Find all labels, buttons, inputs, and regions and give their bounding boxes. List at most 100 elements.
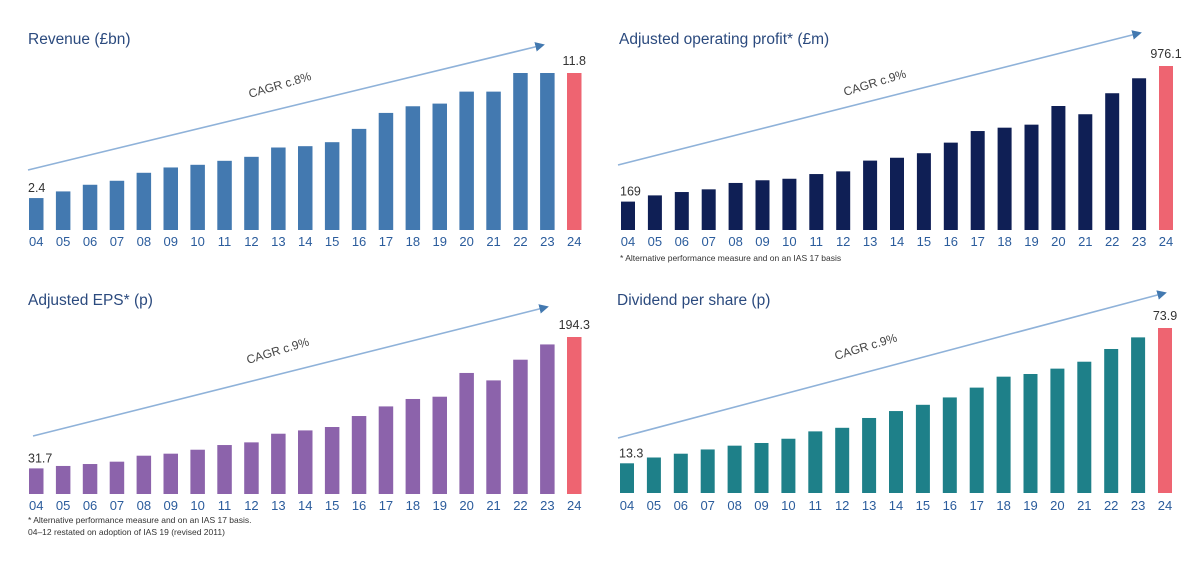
revenue-chart: CAGR c.8% 04 05 06 07 08 09 10 11 12 13 14 15 16 17 18 1…: [27, 42, 586, 249]
x-tick-label: 18: [997, 234, 1011, 249]
dividend-per-share-chart: CAGR c.9% 04 05 06 07 08 09 10 11 12 13 14 15 16 17 18 1…: [617, 290, 1177, 513]
bar: [889, 411, 903, 493]
adjusted-eps-chart-panel: Adjusted EPS* (p) CAGR c.9% 04 05 06 07 08 09 1…: [0, 280, 600, 563]
x-tick-label: 22: [1105, 234, 1119, 249]
bar: [1024, 124, 1039, 230]
bar: [136, 455, 152, 494]
bar: [1077, 361, 1092, 493]
bar: [836, 171, 851, 230]
bar: [942, 397, 957, 493]
x-tick-label: 06: [83, 234, 97, 249]
x-tick-label: 07: [700, 498, 714, 513]
bar: [997, 127, 1012, 230]
bar: [540, 344, 555, 494]
cagr-trend-arrow: [617, 30, 1142, 166]
bar: [378, 112, 394, 230]
x-tick-label: 05: [648, 234, 662, 249]
dividend-chart-panel: Dividend per share (p) CAGR c.9% 04 05 06 07…: [600, 280, 1200, 563]
x-tick-label: 13: [862, 498, 876, 513]
x-tick-label: 06: [675, 234, 689, 249]
x-tick-label: 10: [190, 234, 204, 249]
chart-title: Dividend per share (p): [617, 292, 771, 309]
bar: [405, 106, 421, 230]
footnote: * Alternative performance measure and on…: [28, 515, 252, 525]
data-label-last: 976.1: [1150, 47, 1181, 61]
x-tick-label: 09: [755, 234, 769, 249]
bar: [620, 463, 634, 493]
x-tick-label: 14: [890, 234, 904, 249]
x-tick-label: 17: [970, 234, 984, 249]
cagr-annotation: CAGR c.8%: [247, 69, 313, 101]
x-tick-label: 12: [244, 234, 258, 249]
bar: [808, 431, 823, 493]
bar: [109, 180, 125, 230]
x-tick-label: 21: [486, 234, 500, 249]
bar: [82, 184, 98, 230]
x-tick-label: 11: [810, 234, 824, 249]
x-tick-label: 06: [674, 498, 688, 513]
bar: [432, 396, 447, 494]
x-tick-label: 09: [754, 498, 768, 513]
data-label-last: 73.9: [1153, 309, 1177, 323]
x-tick-label: 16: [352, 498, 366, 513]
x-tick-label: 20: [1050, 498, 1064, 513]
bar: [324, 427, 340, 494]
bar: [109, 461, 125, 494]
x-tick-label: 18: [406, 498, 420, 513]
x-tick-label: 04: [621, 234, 635, 249]
x-tick-label: 08: [728, 234, 742, 249]
x-tick-label: 04: [620, 498, 634, 513]
bar: [674, 192, 689, 230]
x-tick-label: 14: [889, 498, 903, 513]
x-tick-label: 24: [1158, 498, 1172, 513]
cagr-annotation: CAGR c.9%: [245, 334, 311, 366]
operating-profit-chart: CAGR c.9%04 05 06 07 08 09 10 11 12 13 14 15 16 17 18 1…: [617, 30, 1182, 249]
bar-highlight: [567, 73, 582, 230]
x-tick-label: 21: [1078, 234, 1092, 249]
x-tick-label: 08: [727, 498, 741, 513]
bar: [700, 449, 715, 493]
bar: [190, 164, 205, 230]
x-tick-label: 22: [513, 498, 527, 513]
bar: [754, 442, 769, 493]
bar: [701, 189, 716, 230]
bar: [55, 465, 71, 494]
x-tick-label: 07: [701, 234, 715, 249]
x-tick-label: 10: [190, 498, 204, 513]
x-tick-label: 21: [486, 498, 500, 513]
x-tick-label: 14: [298, 498, 312, 513]
x-tick-label: 13: [863, 234, 877, 249]
x-tick-label: 09: [164, 498, 178, 513]
x-tick-label: 19: [1023, 498, 1037, 513]
bar: [82, 464, 98, 494]
bar: [244, 442, 259, 494]
bar: [29, 468, 44, 494]
bar: [540, 73, 555, 230]
bar: [190, 449, 205, 494]
data-label-last: 11.8: [563, 54, 586, 68]
x-tick-label: 05: [647, 498, 661, 513]
bar: [915, 404, 930, 493]
chart-title: Adjusted EPS* (p): [28, 292, 153, 309]
x-tick-label: 10: [782, 234, 796, 249]
x-tick-label: 16: [943, 498, 957, 513]
bar: [969, 387, 984, 493]
bar: [646, 457, 661, 493]
bar: [163, 453, 178, 494]
cagr-trend-arrow: [617, 290, 1167, 439]
bar: [890, 157, 904, 230]
bar: [378, 406, 394, 494]
bar: [916, 153, 931, 230]
bar: [1105, 93, 1120, 230]
bar: [1132, 78, 1147, 230]
revenue-chart-panel: Revenue (£bn) CAGR c.8% 04 05 06 07 08 09 10 11 1…: [0, 0, 600, 280]
bar: [244, 156, 259, 230]
x-tick-label: 09: [164, 234, 178, 249]
bar: [271, 433, 286, 494]
chart-title: Revenue (£bn): [28, 31, 131, 48]
bar: [727, 445, 742, 493]
bar: [298, 146, 313, 230]
chart-title: Adjusted operating profit* (£m): [619, 31, 830, 48]
x-tick-label: 10: [781, 498, 795, 513]
bar: [405, 398, 421, 494]
